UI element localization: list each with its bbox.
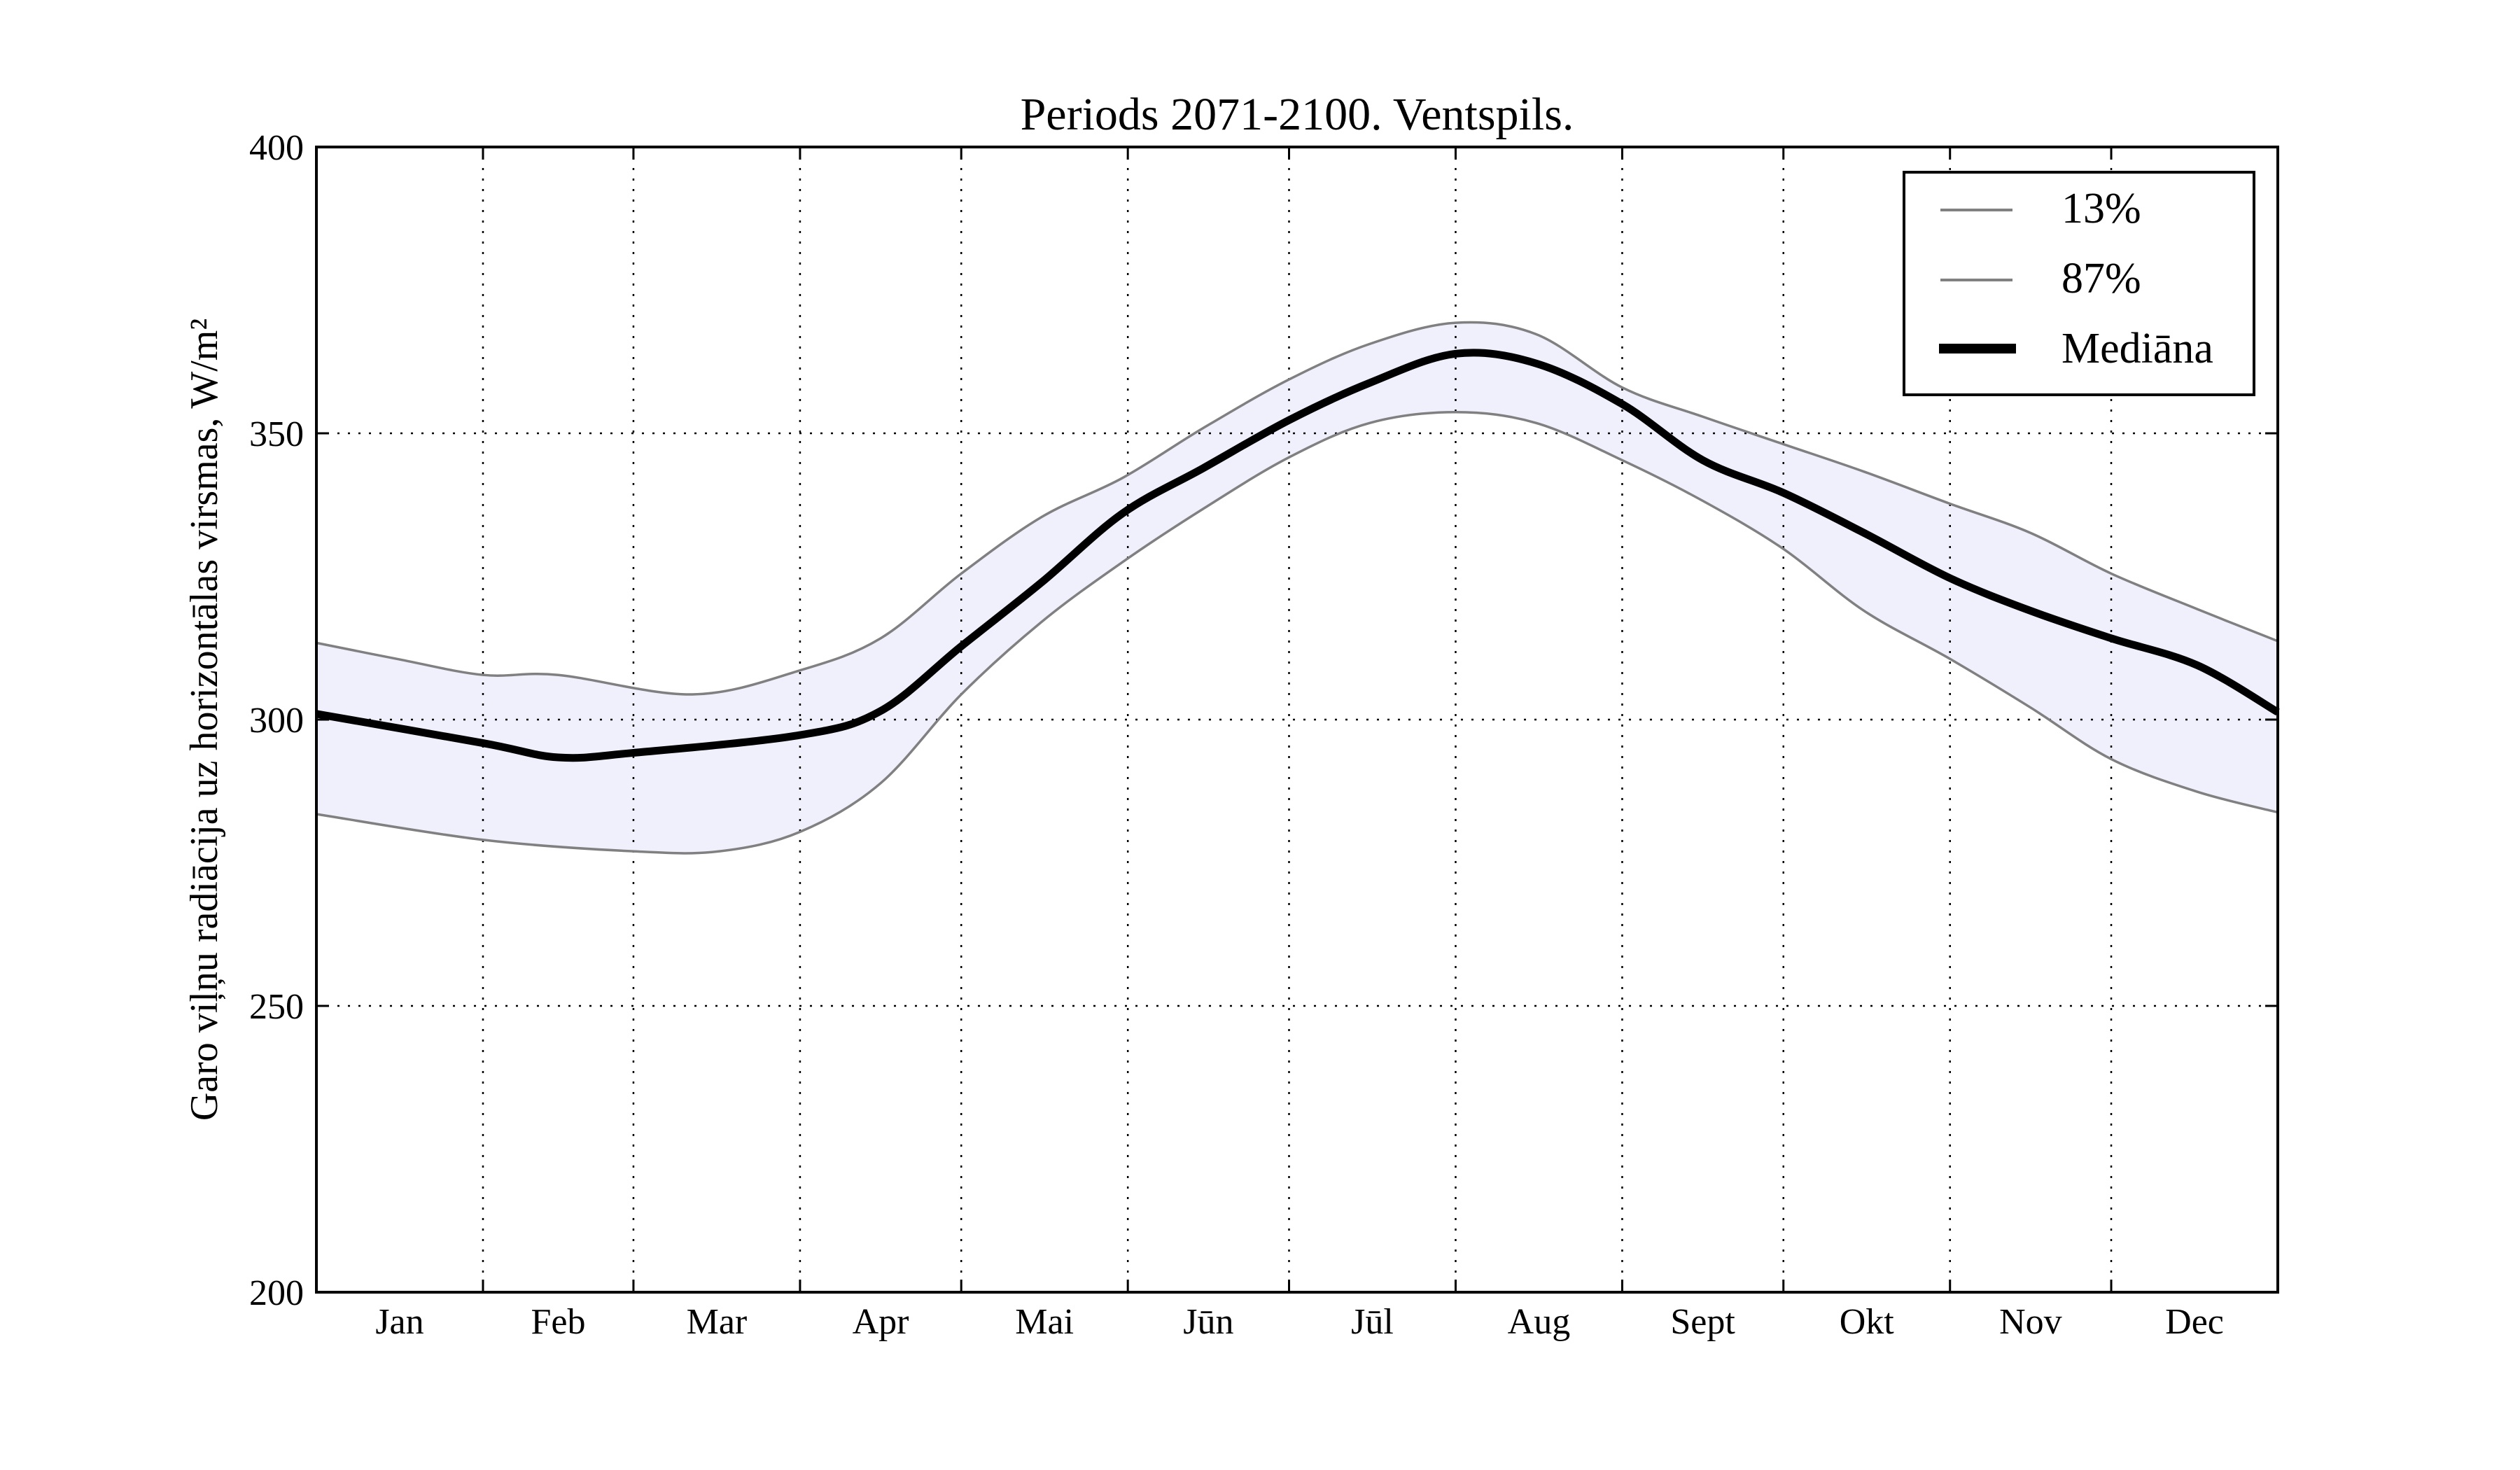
y-tick-label: 400 (249, 128, 304, 168)
y-axis-label: Garo viļņu radiācija uz horizontālas vir… (183, 318, 226, 1121)
legend: 13% 87% Mediāna (1903, 171, 2255, 396)
x-tick-label-sept: Sept (1670, 1302, 1735, 1342)
y-tick-label: 300 (249, 701, 304, 741)
legend-label-median: Mediāna (2062, 325, 2213, 372)
plot-area: 200 250 300 350 400 Jan Feb Mar Apr Mai Jūn Jūl Aug S… (249, 128, 2280, 1342)
line-87-percent (316, 321, 2278, 696)
y-tick-label: 350 (249, 414, 304, 454)
line-13-percent (316, 410, 2278, 855)
percentile-band (316, 322, 2278, 853)
plot-frame (315, 146, 2279, 1294)
x-tick-label-jan: Jan (375, 1302, 424, 1342)
y-tick-label: 250 (249, 987, 304, 1027)
x-tick-label-okt: Okt (1840, 1302, 1895, 1342)
x-tick-label-apr: Apr (853, 1302, 909, 1342)
x-tick-label-mar: Mar (687, 1302, 748, 1342)
x-tick-label-nov: Nov (1999, 1302, 2062, 1342)
x-tick-label-mai: Mai (1015, 1302, 1074, 1342)
x-tick-label-feb: Feb (531, 1302, 585, 1342)
x-tick-label-dec: Dec (2165, 1302, 2224, 1342)
chart-title: Periods 2071-2100. Ventspils. (1021, 89, 1574, 140)
line-median (316, 349, 2280, 762)
legend-label-87: 87% (2062, 255, 2141, 302)
x-tick-label-jūl: Jūl (1351, 1302, 1394, 1342)
legend-label-13: 13% (2062, 185, 2141, 232)
y-tick-label: 200 (249, 1273, 304, 1313)
x-tick-label-jūn: Jūn (1183, 1302, 1233, 1342)
x-tick-label-aug: Aug (1508, 1302, 1571, 1342)
